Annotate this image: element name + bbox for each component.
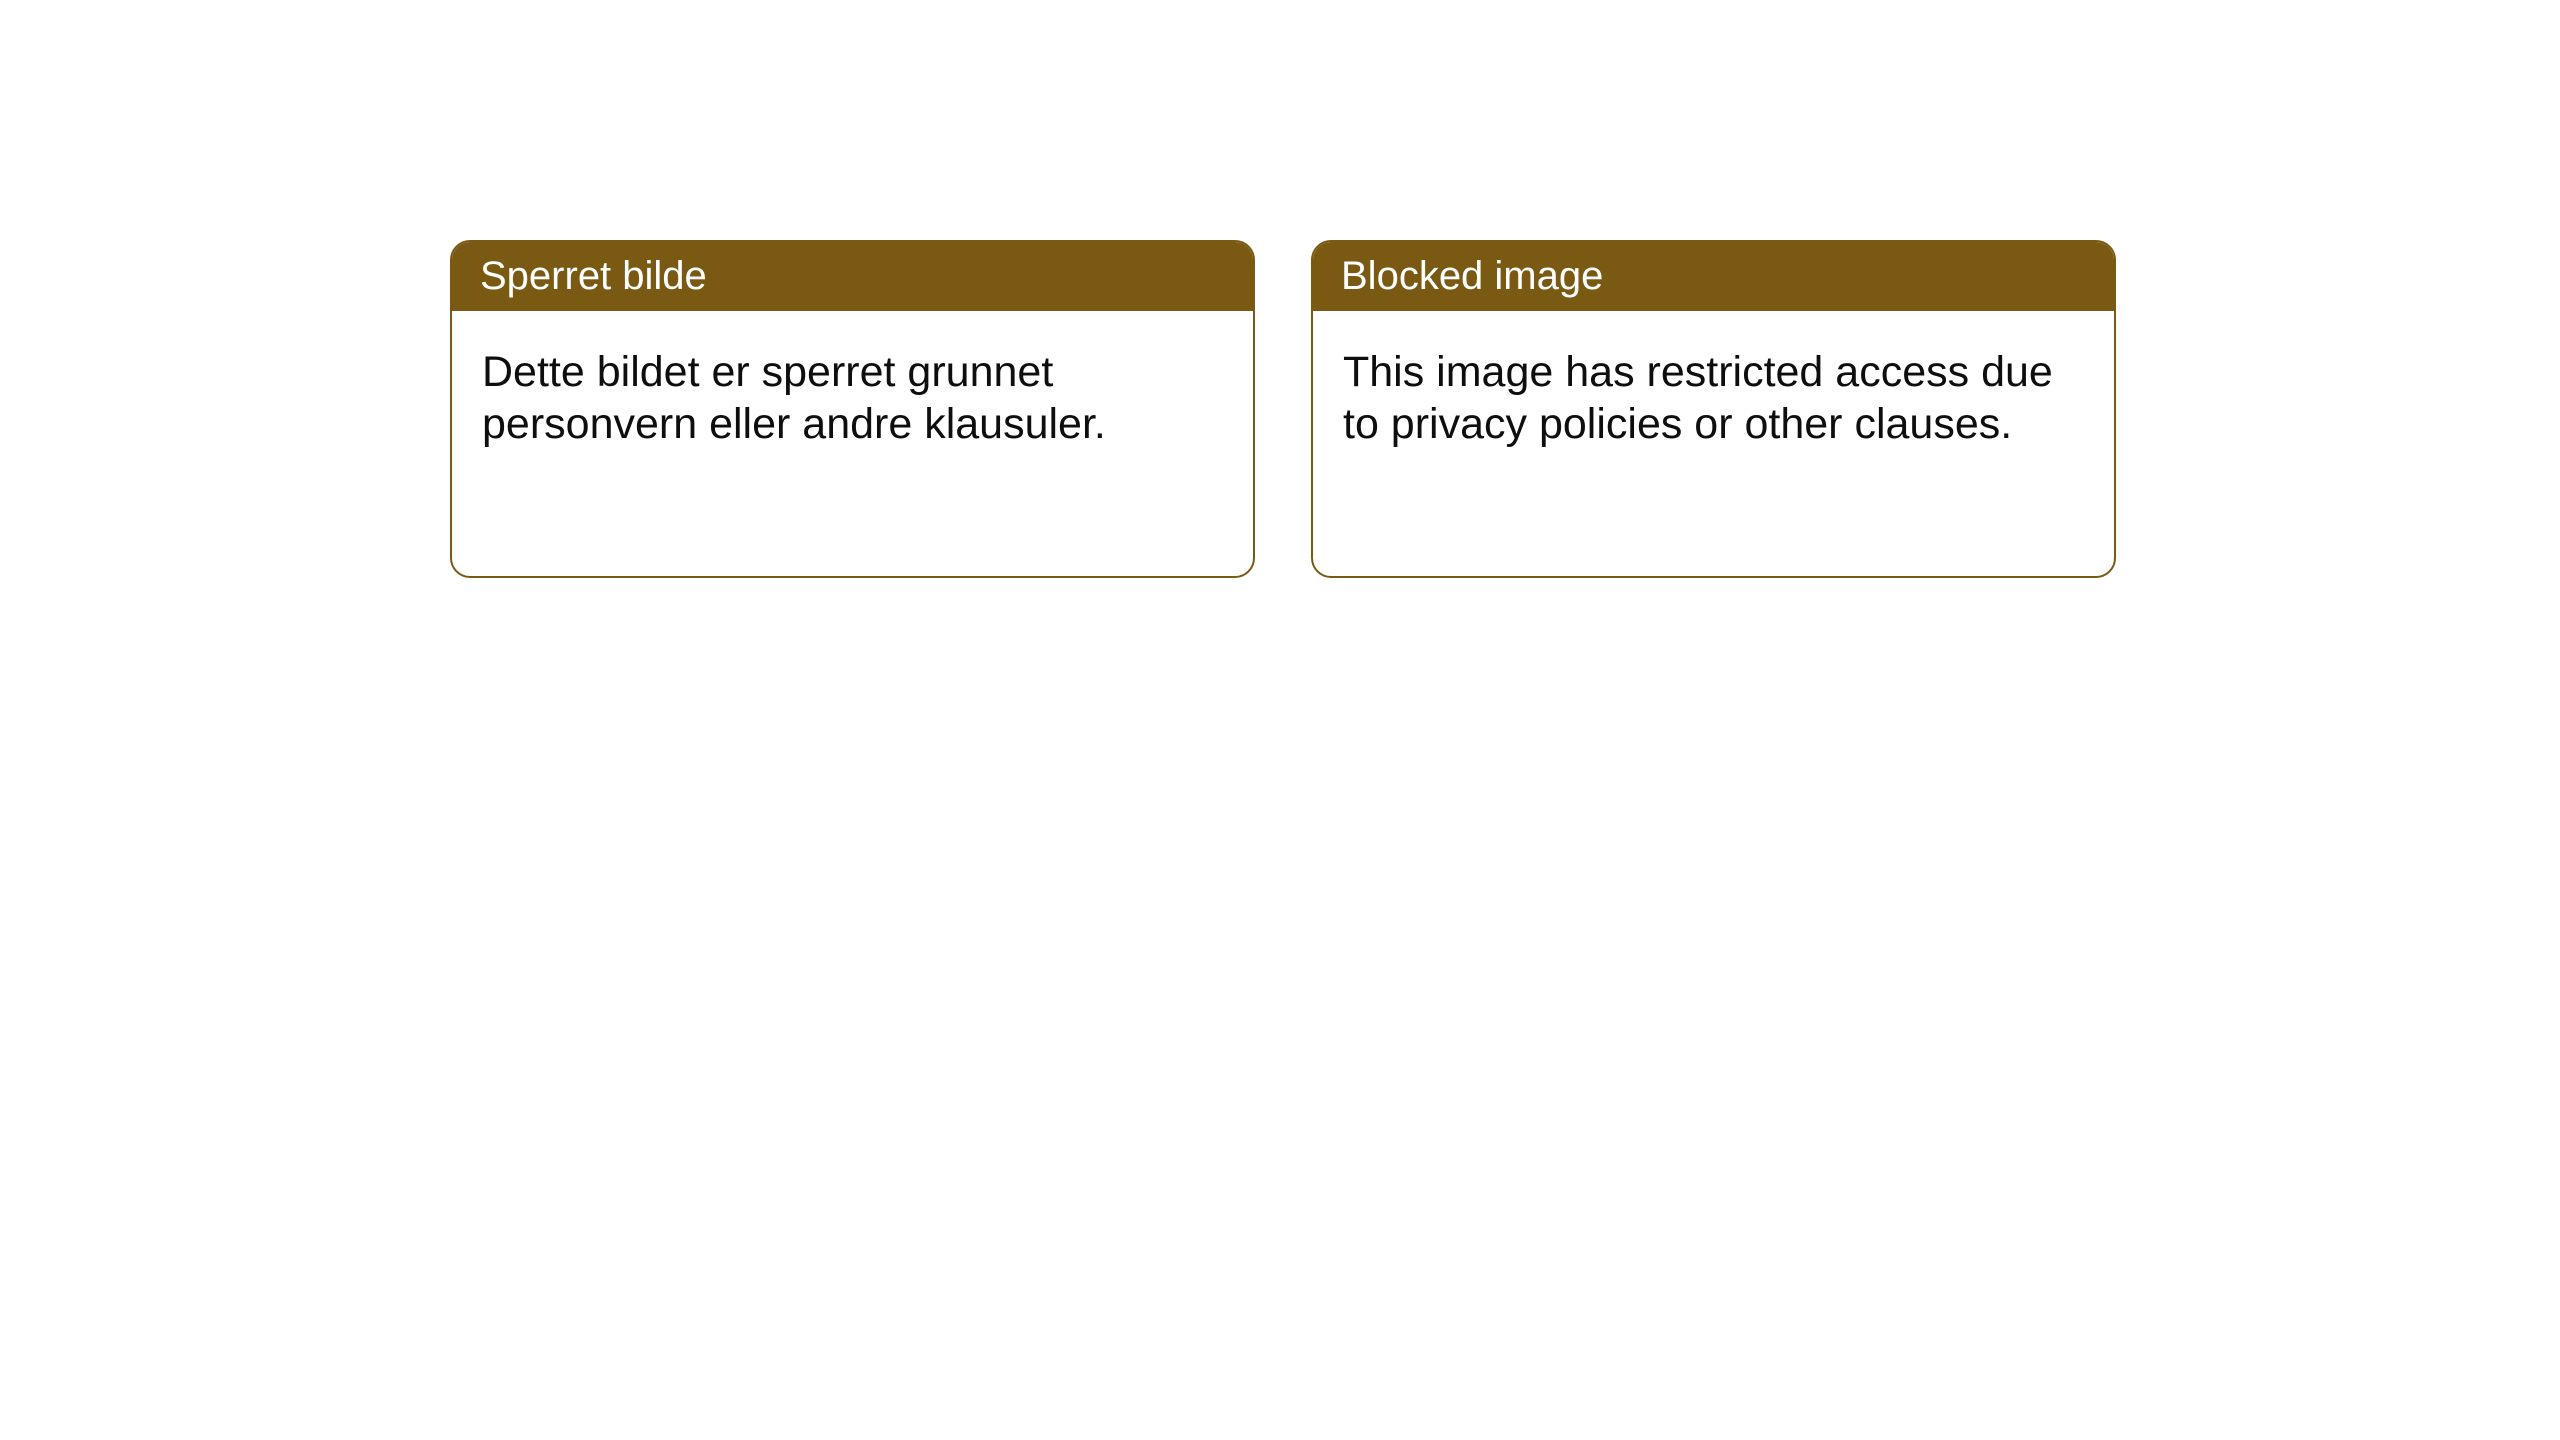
card-header-norwegian: Sperret bilde [452, 242, 1253, 311]
card-title-english: Blocked image [1341, 254, 1603, 298]
blocked-image-cards: Sperret bilde Dette bildet er sperret gr… [450, 240, 2116, 578]
card-message-english: This image has restricted access due to … [1343, 348, 2053, 448]
card-header-english: Blocked image [1313, 242, 2114, 311]
card-body-english: This image has restricted access due to … [1313, 311, 2114, 486]
blocked-image-card-english: Blocked image This image has restricted … [1311, 240, 2116, 578]
blocked-image-card-norwegian: Sperret bilde Dette bildet er sperret gr… [450, 240, 1255, 578]
card-message-norwegian: Dette bildet er sperret grunnet personve… [482, 348, 1106, 448]
card-title-norwegian: Sperret bilde [480, 254, 707, 298]
card-body-norwegian: Dette bildet er sperret grunnet personve… [452, 311, 1253, 486]
